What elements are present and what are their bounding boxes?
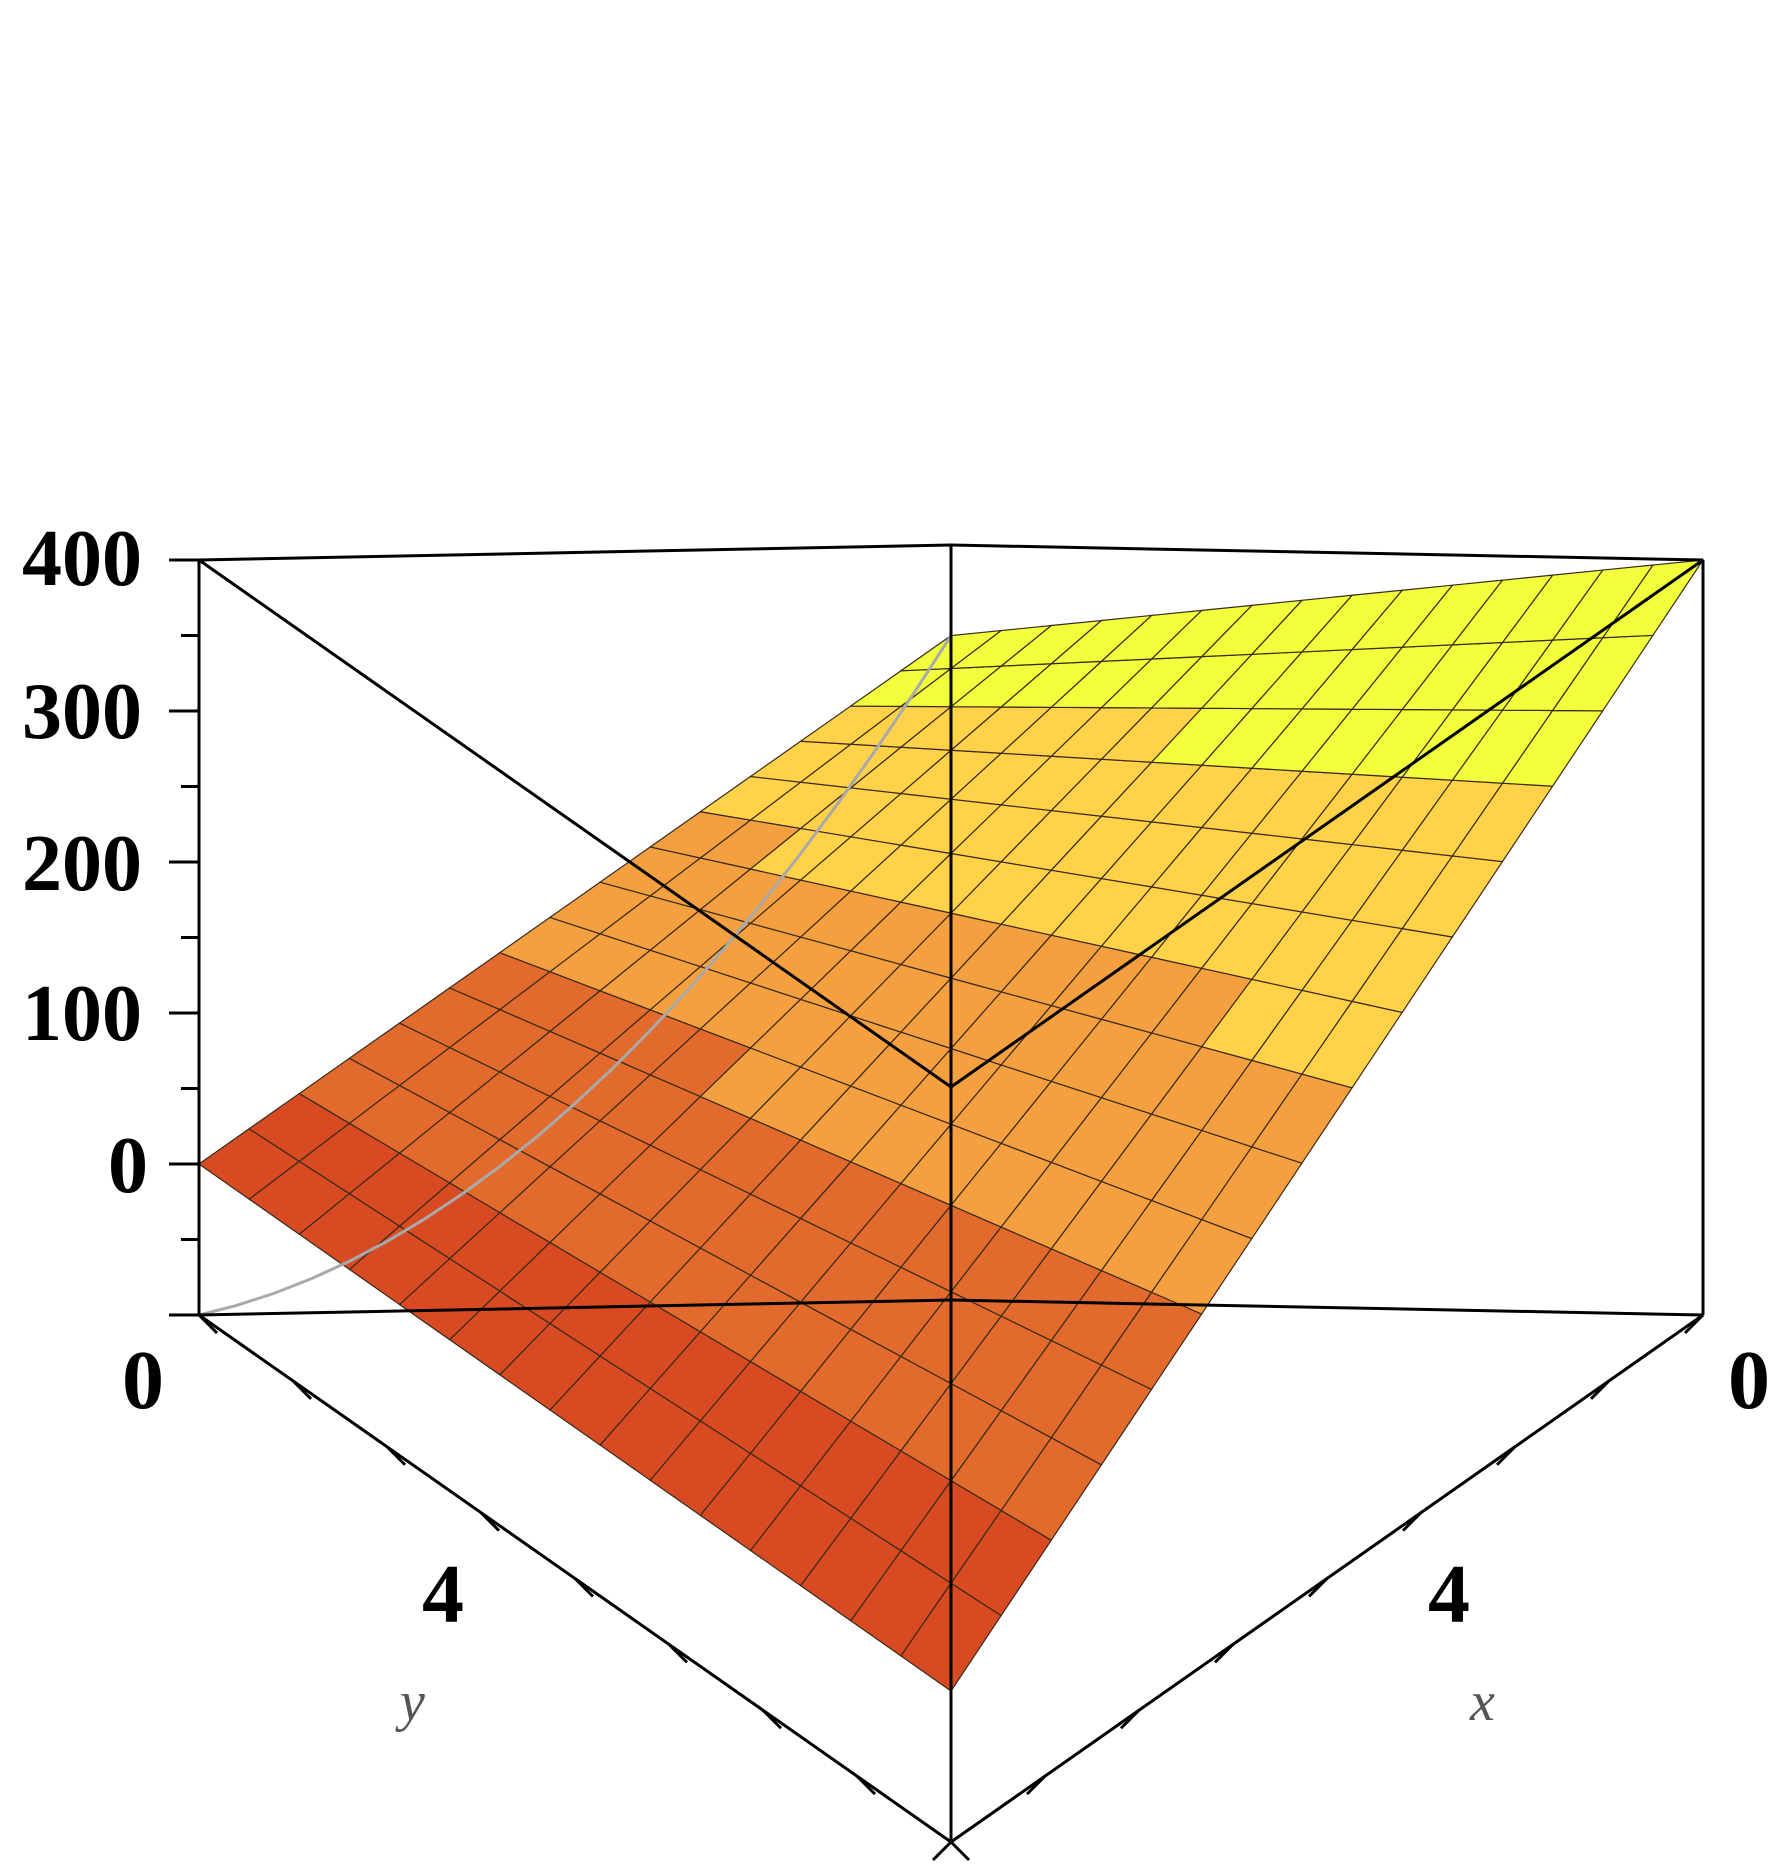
- x-tick-label-4: 4: [1428, 1548, 1470, 1641]
- box-edge: [950, 1298, 1704, 1317]
- z-tick-label-100: 100: [22, 970, 142, 1058]
- x-tick-label-0: 0: [1728, 1334, 1770, 1427]
- x-tick: [667, 1643, 689, 1664]
- x-tick: [949, 1840, 971, 1862]
- axis-ticks: [169, 558, 1705, 1862]
- boundary-curve: [198, 634, 953, 1317]
- y-tick: [931, 1840, 953, 1862]
- y-axis-label: y: [395, 1671, 425, 1733]
- z-tick-label-200: 200: [22, 820, 142, 908]
- x-tick: [479, 1511, 501, 1532]
- box-edge: [950, 558, 1704, 1089]
- z-tick-label-300: 300: [22, 668, 142, 756]
- y-tick-label-0: 0: [122, 1334, 164, 1427]
- y-tick-label-4: 4: [422, 1548, 464, 1641]
- y-tick: [1495, 1445, 1517, 1466]
- x-tick: [385, 1445, 407, 1466]
- surface-mesh: [198, 634, 953, 1317]
- x-tick: [573, 1577, 595, 1598]
- y-tick: [1589, 1379, 1611, 1400]
- x-tick: [291, 1379, 313, 1400]
- x-tick: [855, 1775, 877, 1796]
- box-edge: [198, 1298, 952, 1317]
- y-tick: [1213, 1643, 1235, 1664]
- x-tick: [197, 1313, 219, 1335]
- box-edge: [198, 558, 952, 1089]
- bounding-box: [197, 543, 1705, 1844]
- y-tick: [1119, 1709, 1141, 1730]
- z-tick-label-400: 400: [22, 515, 142, 603]
- y-tick: [1683, 1313, 1705, 1335]
- y-tick: [1307, 1577, 1329, 1598]
- x-tick: [761, 1709, 783, 1730]
- z-tick-label-0: 0: [108, 1122, 148, 1210]
- box-edge: [198, 543, 952, 562]
- box-edge: [950, 543, 1704, 562]
- x-axis-label: x: [1469, 1671, 1495, 1733]
- y-tick: [1025, 1775, 1047, 1796]
- surface-faces: [197, 559, 1705, 1692]
- y-tick: [1401, 1511, 1423, 1532]
